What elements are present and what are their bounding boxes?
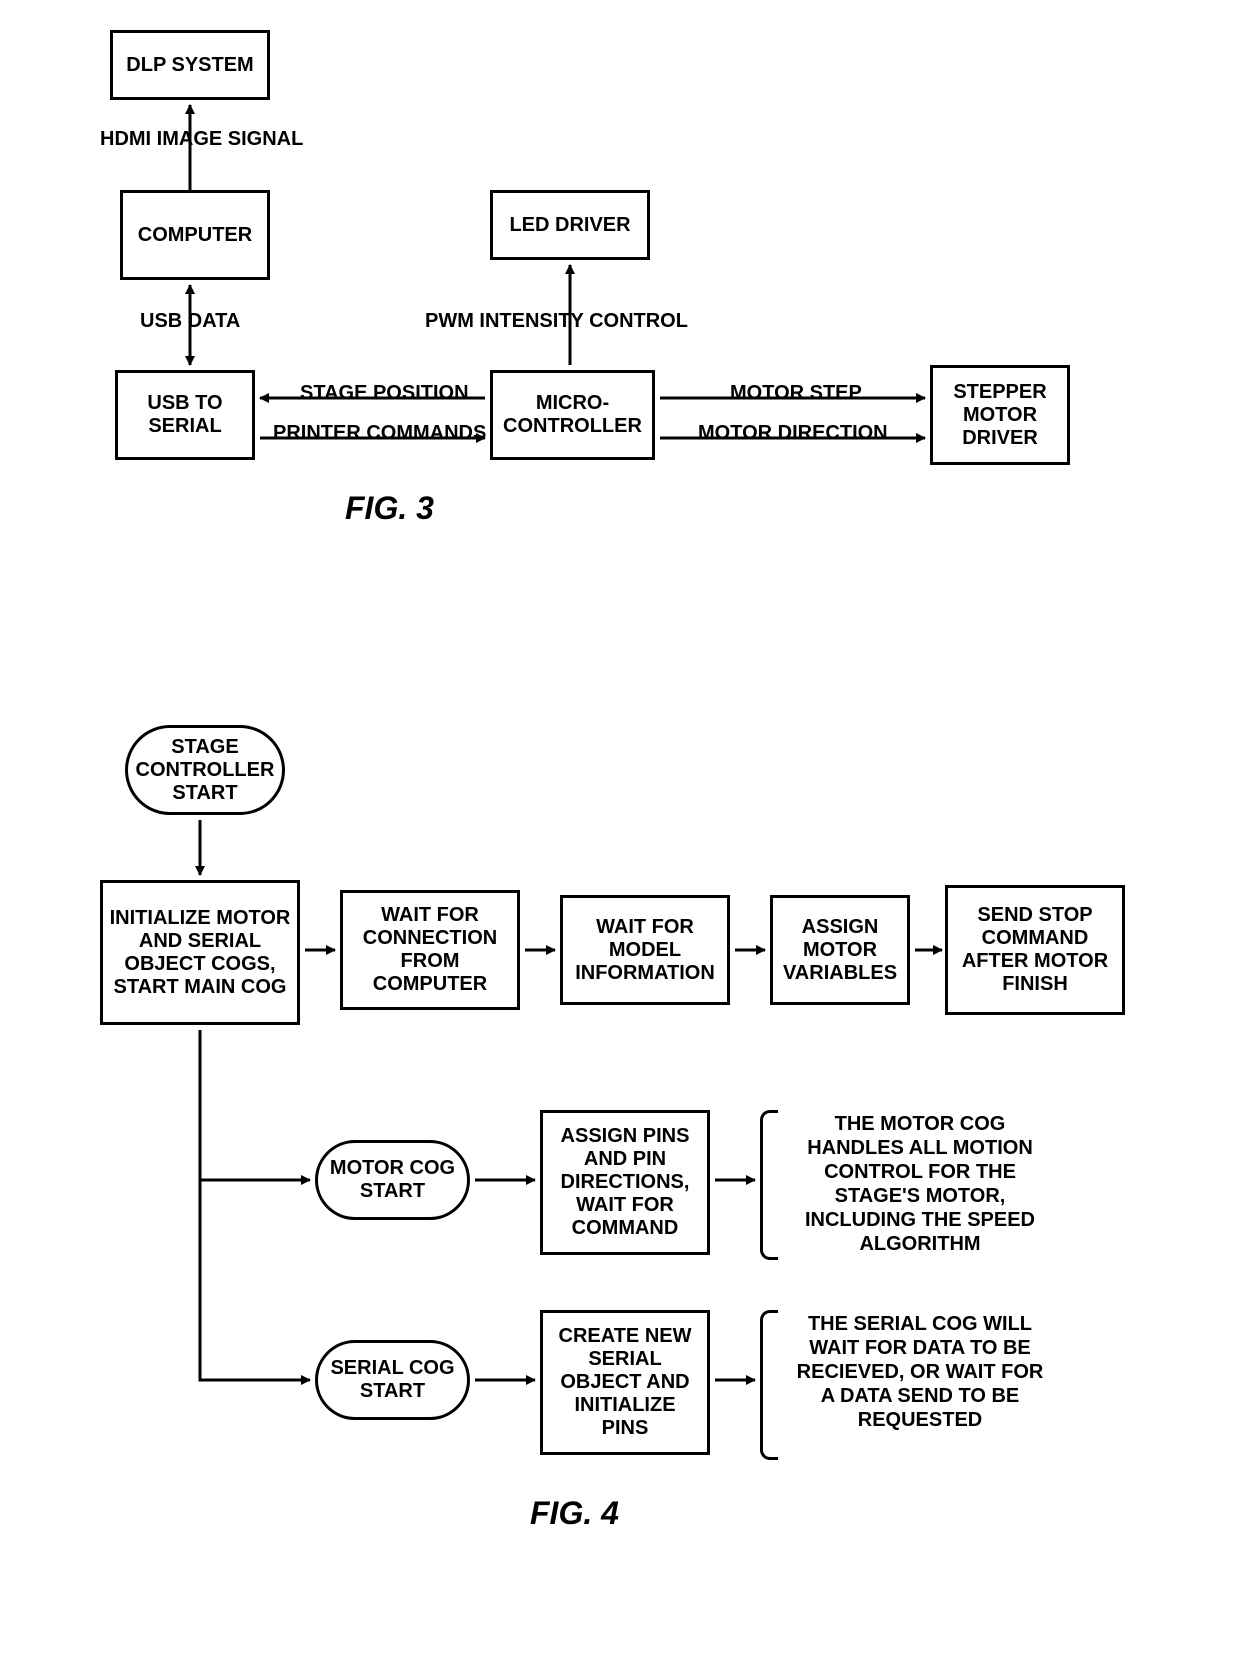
caption-fig3: FIG. 3 [345,490,434,527]
box-computer: COMPUTER [120,190,270,280]
label-stage-position: STAGE POSITION [300,382,469,405]
box-stepper-driver: STEPPER MOTOR DRIVER [930,365,1070,465]
label-motor-direction: MOTOR DIRECTION [698,422,888,445]
box-initialize-cogs: INITIALIZE MOTOR AND SERIAL OBJECT COGS,… [100,880,300,1025]
oval-stage-controller-start: STAGE CONTROLLER START [125,725,285,815]
caption-fig4: FIG. 4 [530,1495,619,1532]
label-printer-cmds: PRINTER COMMANDS [273,422,486,445]
note-motor-cog: THE MOTOR COG HANDLES ALL MOTION CONTROL… [790,1112,1050,1262]
oval-motor-cog-start: MOTOR COG START [315,1140,470,1220]
bracket-motor-note [760,1110,778,1260]
bracket-serial-note [760,1310,778,1460]
note-serial-cog: THE SERIAL COG WILL WAIT FOR DATA TO BE … [790,1312,1050,1462]
box-microcontroller: MICRO-CONTROLLER [490,370,655,460]
box-dlp-system: DLP SYSTEM [110,30,270,100]
label-usb-data: USB DATA [140,310,240,333]
box-create-serial: CREATE NEW SERIAL OBJECT AND INITIALIZE … [540,1310,710,1455]
box-assign-pins: ASSIGN PINS AND PIN DIRECTIONS, WAIT FOR… [540,1110,710,1255]
box-wait-model: WAIT FOR MODEL INFORMATION [560,895,730,1005]
box-led-driver: LED DRIVER [490,190,650,260]
label-hdmi: HDMI IMAGE SIGNAL [100,128,303,151]
oval-serial-cog-start: SERIAL COG START [315,1340,470,1420]
label-motor-step: MOTOR STEP [730,382,862,405]
box-wait-connection: WAIT FOR CONNECTION FROM COMPUTER [340,890,520,1010]
box-send-stop: SEND STOP COMMAND AFTER MOTOR FINISH [945,885,1125,1015]
box-assign-motor-vars: ASSIGN MOTOR VARIABLES [770,895,910,1005]
box-usb-to-serial: USB TO SERIAL [115,370,255,460]
label-pwm: PWM INTENSITY CONTROL [425,310,688,333]
